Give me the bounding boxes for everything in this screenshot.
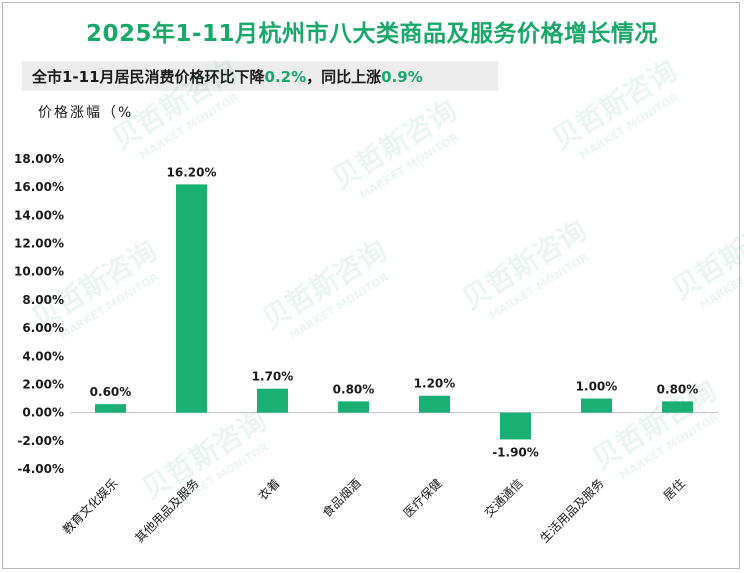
y-axis-title: 价格涨幅（% bbox=[38, 105, 134, 121]
bar bbox=[338, 401, 369, 413]
subtitle-value-1: 0.2% bbox=[264, 68, 307, 86]
subtitle-value-2: 0.9% bbox=[381, 68, 423, 86]
subtitle-text-2: ，同比上涨 bbox=[306, 68, 382, 86]
plot-area: 18.00% 16.00% 14.00% 12.00% 10.00% 8.00% 6.00%… bbox=[14, 152, 718, 546]
category-label: 教育文化娱乐 bbox=[59, 476, 121, 538]
bar bbox=[500, 412, 531, 440]
y-tick-label: 2.00% bbox=[22, 377, 64, 391]
category-label: 衣着 bbox=[255, 476, 283, 504]
y-tick-label: 4.00% bbox=[22, 349, 64, 363]
chart-title: 2025年1-11月杭州市八大类商品及服务价格增长情况 bbox=[85, 21, 659, 47]
data-label: 1.20% bbox=[414, 377, 456, 391]
data-label: 16.20% bbox=[167, 165, 217, 179]
category-label: 医疗保健 bbox=[401, 476, 445, 520]
bar bbox=[257, 388, 288, 413]
data-label: 0.80% bbox=[333, 382, 375, 396]
chart-subtitle: 全市1-11月居民消费价格环比下降0.2%，同比上涨0.9% bbox=[32, 66, 423, 87]
category-label: 居住 bbox=[661, 476, 688, 503]
bar bbox=[95, 404, 126, 413]
bar bbox=[581, 398, 612, 413]
y-tick-label: 14.00% bbox=[14, 208, 64, 222]
y-tick-label: -4.00% bbox=[17, 462, 64, 476]
y-tick-label: 12.00% bbox=[14, 237, 64, 251]
bar bbox=[176, 184, 207, 413]
y-tick-label: 18.00% bbox=[14, 152, 64, 166]
y-tick-label: 0.00% bbox=[22, 406, 64, 420]
category-label: 交通通信 bbox=[481, 476, 526, 521]
category-label: 生活用品及服务 bbox=[537, 476, 607, 546]
y-tick-label: -2.00% bbox=[17, 434, 64, 448]
data-label: 1.00% bbox=[576, 380, 618, 394]
y-tick-label: 8.00% bbox=[22, 293, 64, 307]
data-label: -1.90% bbox=[492, 445, 539, 459]
subtitle-background bbox=[22, 61, 498, 91]
data-label: 0.60% bbox=[90, 385, 132, 399]
category-label: 食品烟酒 bbox=[319, 476, 364, 521]
data-label: 0.80% bbox=[657, 382, 699, 396]
data-label: 1.70% bbox=[252, 370, 294, 384]
bar bbox=[662, 401, 693, 413]
y-tick-label: 6.00% bbox=[22, 321, 64, 335]
y-tick-label: 16.00% bbox=[14, 180, 64, 194]
subtitle-text-1: 全市1-11月居民消费价格环比下降 bbox=[32, 68, 265, 86]
y-tick-label: 10.00% bbox=[14, 265, 64, 279]
bar bbox=[419, 395, 450, 413]
